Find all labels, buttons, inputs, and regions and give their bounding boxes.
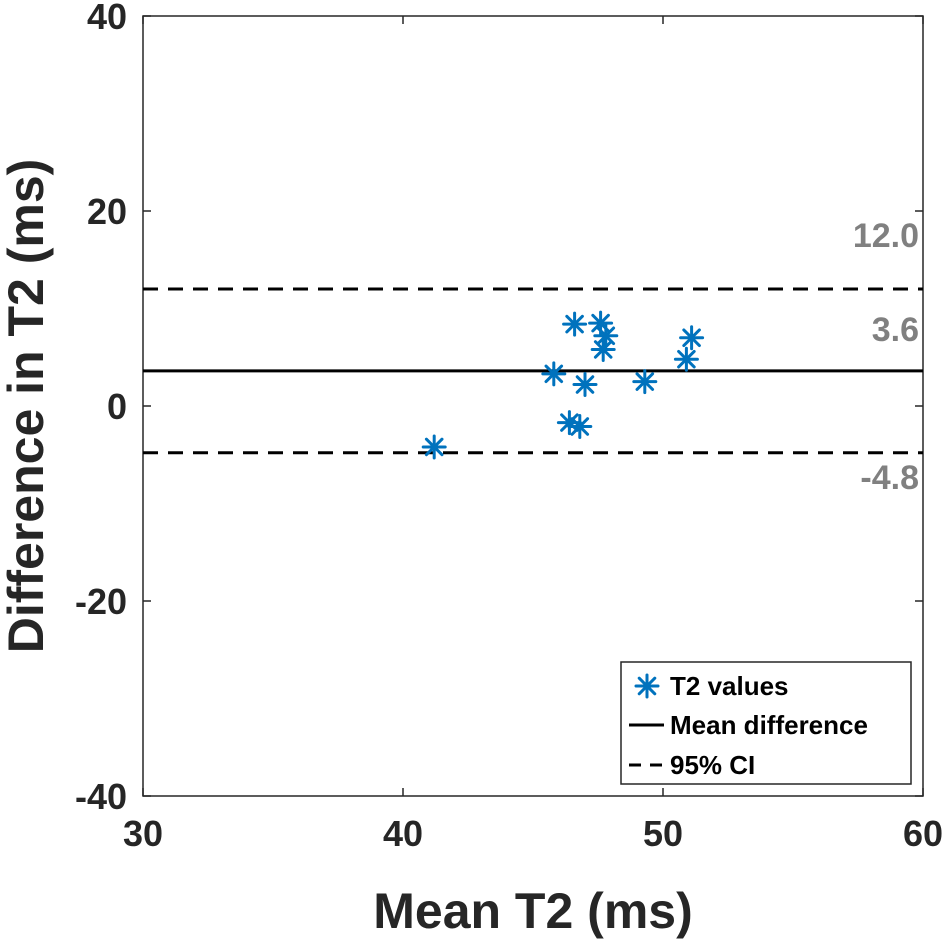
data-point-0-3 [562, 311, 588, 337]
x-axis-title: Mean T2 (ms) [373, 883, 693, 939]
data-point-0-9 [632, 369, 658, 395]
data-point-0-6-stroke-3 [591, 313, 610, 333]
data-point-0-5-stroke-3 [575, 375, 595, 394]
data-point-0-4-stroke-3 [570, 417, 590, 436]
legend: T2 values Mean difference 95% CI [620, 661, 912, 785]
legend-label-95-ci: 95% CI [670, 750, 755, 780]
legend-marker-asterisk-stroke-3 [637, 676, 657, 696]
ref-label-1: 12.0 [853, 217, 919, 255]
data-point-0-10-stroke-3 [677, 349, 696, 369]
legend-marker-asterisk [634, 673, 660, 699]
reference-lines [143, 287, 923, 455]
reference-labels: 3.6 12.0 -4.8 [853, 217, 919, 497]
data-point-0-10 [673, 346, 699, 372]
x-tick-label-2: 50 [643, 813, 683, 854]
data-point-0-11 [679, 325, 705, 351]
y-tick-label-1: -20 [75, 581, 127, 622]
data-point-0-9-stroke-3 [635, 372, 655, 391]
data-point-0-11-stroke-3 [682, 328, 701, 348]
y-axis-title: Difference in T2 (ms) [0, 159, 54, 654]
data-point-0-1 [541, 361, 567, 387]
y-tick-label-4: 40 [87, 0, 127, 37]
ticks: 30 40 50 60 -40 -20 0 20 40 [75, 0, 943, 854]
data-point-0-8 [593, 323, 619, 349]
legend-label-t2-values: T2 values [670, 671, 789, 701]
legend-box [620, 661, 912, 785]
x-tick-label-1: 40 [383, 813, 423, 854]
y-tick-label-3: 20 [87, 191, 127, 232]
data-point-0-8-stroke-3 [596, 326, 616, 346]
data-points [421, 310, 705, 460]
data-point-0-1-stroke-3 [544, 364, 564, 384]
data-point-0-2-stroke-3 [560, 413, 579, 432]
data-point-0-7-stroke-3 [593, 340, 613, 359]
y-tick-label-2: 0 [107, 386, 127, 427]
data-point-0-0-stroke-3 [424, 437, 444, 457]
data-point-0-5 [572, 372, 598, 398]
ref-label-2: -4.8 [860, 459, 919, 497]
legend-asterisk-icon [634, 673, 660, 699]
ref-label-0: 3.6 [872, 311, 919, 349]
x-tick-label-0: 30 [123, 813, 163, 854]
x-tick-label-3: 60 [903, 813, 943, 854]
y-tick-label-0: -40 [75, 776, 127, 817]
legend-label-mean-difference: Mean difference [670, 710, 868, 740]
data-point-0-0 [421, 434, 447, 460]
data-point-0-4 [567, 413, 593, 439]
data-point-0-3-stroke-3 [565, 314, 584, 334]
